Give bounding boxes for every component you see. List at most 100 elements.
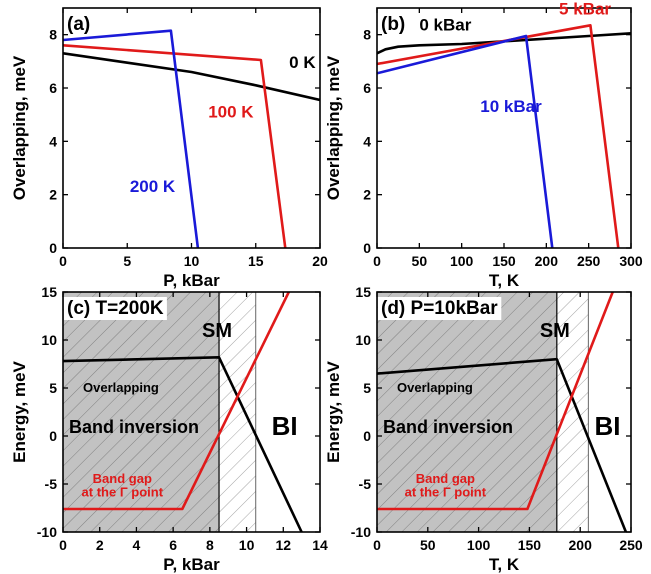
x-tick-label: 0 [373, 253, 381, 269]
x-tick-label: 12 [275, 537, 291, 553]
panel-0: 0 5 10 15 20 0 2 4 6 8 P, kBar Overlapping, meV (a) 0… [10, 7, 328, 290]
panel-label: (b) [381, 14, 405, 35]
plot-area [63, 29, 320, 248]
band-insulator-label: BI [595, 411, 621, 441]
band-gap-label: Band gap [93, 471, 152, 486]
y-tick-label: 6 [363, 80, 371, 96]
x-tick-label: 100 [467, 537, 491, 553]
plot-area [377, 292, 628, 532]
y-tick-label: 8 [363, 27, 371, 43]
panel-2: 0 2 4 6 8 10 12 14 -10 -5 0 5 10 15 P, kBar Energy, meV… [10, 284, 328, 574]
x-tick-label: 4 [133, 537, 141, 553]
y-tick-label: 0 [49, 428, 57, 444]
y-tick-label: 10 [41, 332, 57, 348]
semimetal-label: SM [202, 320, 232, 342]
y-tick-label: 15 [41, 284, 57, 300]
x-tick-label: 250 [577, 253, 601, 269]
panel-label-background [64, 297, 167, 320]
plot-area [63, 292, 303, 532]
x-tick-label: 200 [569, 537, 593, 553]
band-gap-label: at the Γ point [405, 485, 487, 500]
series-line-0 [377, 357, 628, 532]
series-line-2 [63, 29, 200, 248]
x-tick-label: 250 [619, 537, 643, 553]
x-tick-label: 300 [619, 253, 643, 269]
y-tick-label: 0 [49, 240, 57, 256]
y-tick-label: 2 [49, 187, 57, 203]
x-tick-label: 10 [184, 253, 200, 269]
x-axis-label: T, K [489, 555, 520, 574]
y-tick-label: -5 [359, 476, 372, 492]
y-tick-label: 10 [355, 332, 371, 348]
y-tick-label: 2 [363, 187, 371, 203]
x-tick-label: 0 [59, 253, 67, 269]
x-tick-label: 6 [169, 537, 177, 553]
x-tick-label: 50 [412, 253, 428, 269]
x-tick-label: 0 [373, 537, 381, 553]
y-tick-label: 5 [363, 380, 371, 396]
y-tick-label: 8 [49, 27, 57, 43]
x-tick-label: 100 [450, 253, 474, 269]
overlapping-label: Overlapping [83, 380, 159, 395]
series-line-0 [63, 52, 320, 102]
panel-label: (c) T=200K [67, 298, 164, 319]
x-tick-label: 200 [535, 253, 559, 269]
y-tick-label: -10 [37, 524, 57, 540]
overlapping-label: Overlapping [397, 380, 473, 395]
semimetal-label: SM [540, 320, 570, 342]
curve-label-2: 10 kBar [480, 97, 542, 116]
x-tick-label: 8 [206, 537, 214, 553]
x-tick-label: 14 [312, 537, 328, 553]
axes-frame [62, 291, 321, 533]
axes-frame [376, 291, 632, 533]
x-tick-label: 20 [312, 253, 328, 269]
curve-label-2: 200 K [130, 177, 176, 196]
y-tick-label: 0 [363, 428, 371, 444]
series-line-1 [377, 292, 614, 511]
series-line-1 [63, 44, 287, 248]
band-inversion-region [63, 292, 220, 532]
semimetal-region [556, 292, 589, 532]
curve-label-0: 0 kBar [419, 16, 471, 35]
series-line-0 [63, 355, 303, 532]
series-line-1 [377, 23, 620, 248]
panel-3: 0 50 100 150 200 250 -10 -5 0 5 10 15 T, K Energy, me… [324, 284, 643, 574]
plot-area [377, 23, 631, 248]
y-axis-label: Energy, meV [10, 360, 29, 462]
band-gap-label: Band gap [416, 471, 475, 486]
x-axis-label: T, K [489, 271, 520, 290]
semimetal-region [219, 292, 256, 532]
series-line-1 [63, 292, 290, 511]
y-tick-label: 4 [363, 133, 371, 149]
series-line-0 [377, 32, 631, 55]
x-tick-label: 50 [420, 537, 436, 553]
band-insulator-label: BI [272, 411, 298, 441]
y-tick-label: -10 [351, 524, 371, 540]
curve-label-1: 5 kBar [559, 0, 611, 19]
y-tick-label: 0 [363, 240, 371, 256]
panel-label: (d) P=10kBar [381, 298, 498, 319]
x-tick-label: 10 [239, 537, 255, 553]
x-axis-label: P, kBar [163, 271, 220, 290]
band-inversion-label: Band inversion [69, 417, 199, 437]
x-tick-label: 0 [59, 537, 67, 553]
panel-1: 0 50 100 150 200 250 300 0 2 4 6 8 T, K Overlapping, … [324, 0, 643, 290]
band-gap-label: at the Γ point [82, 485, 164, 500]
x-axis-label: P, kBar [163, 555, 220, 574]
y-tick-label: 4 [49, 133, 57, 149]
y-tick-label: 6 [49, 80, 57, 96]
y-axis-label: Overlapping, meV [324, 55, 343, 200]
band-inversion-region [377, 292, 557, 532]
band-inversion-label: Band inversion [383, 417, 513, 437]
y-axis-label: Overlapping, meV [10, 55, 29, 200]
series-line-2 [377, 34, 554, 248]
curve-label-0: 0 K [289, 53, 316, 72]
y-tick-label: -5 [45, 476, 58, 492]
panel-label-background [378, 297, 502, 320]
curve-label-1: 100 K [208, 102, 254, 121]
y-tick-label: 5 [49, 380, 57, 396]
x-tick-label: 2 [96, 537, 104, 553]
y-axis-label: Energy, meV [324, 360, 343, 462]
x-tick-label: 15 [248, 253, 264, 269]
